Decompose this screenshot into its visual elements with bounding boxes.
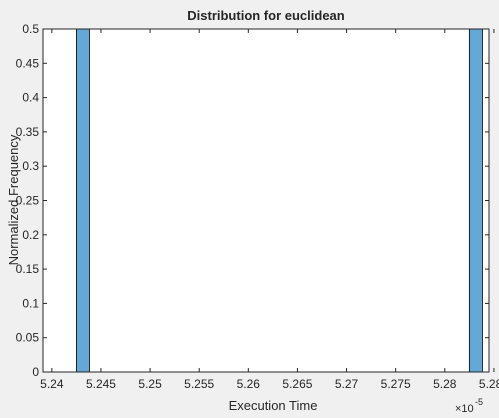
x-tick-label: 5.25 [138,377,162,391]
axes-box [42,28,490,373]
y-tick-label: 0.25 [16,194,40,208]
x-tick-label: 5.27 [335,377,359,391]
x-axis-label: Execution Time [229,398,318,413]
x-exponent: -5 [475,397,483,407]
x-tick-label: 5.245 [86,377,116,391]
y-tick-label: 0 [32,365,39,379]
y-tick-label: 0.1 [22,296,39,310]
y-tick-label: 0.5 [22,22,39,36]
x-tick-label: 5.24 [40,377,64,391]
x-multiplier: ×10 [455,403,474,415]
y-tick-label: 0.05 [16,331,40,345]
y-tick-label: 0.2 [22,228,39,242]
x-tick-label: 5.265 [282,377,312,391]
plot-area [43,29,489,372]
y-tick-label: 0.3 [22,159,39,173]
y-tick-label: 0.15 [16,262,40,276]
y-tick-label: 0.4 [22,91,39,105]
x-tick-label: 5.285 [479,377,499,391]
histogram-bar [468,28,483,373]
histogram-bar [76,28,90,373]
y-axis-label: Normalized Frequency [6,134,21,265]
x-tick-label: 5.28 [433,377,457,391]
chart-title: Distribution for euclidean [187,8,345,23]
x-tick-label: 5.26 [237,377,261,391]
x-tick-label: 5.275 [381,377,411,391]
x-tick-label: 5.255 [184,377,214,391]
y-tick-label: 0.45 [16,56,40,70]
y-tick-label: 0.35 [16,125,40,139]
